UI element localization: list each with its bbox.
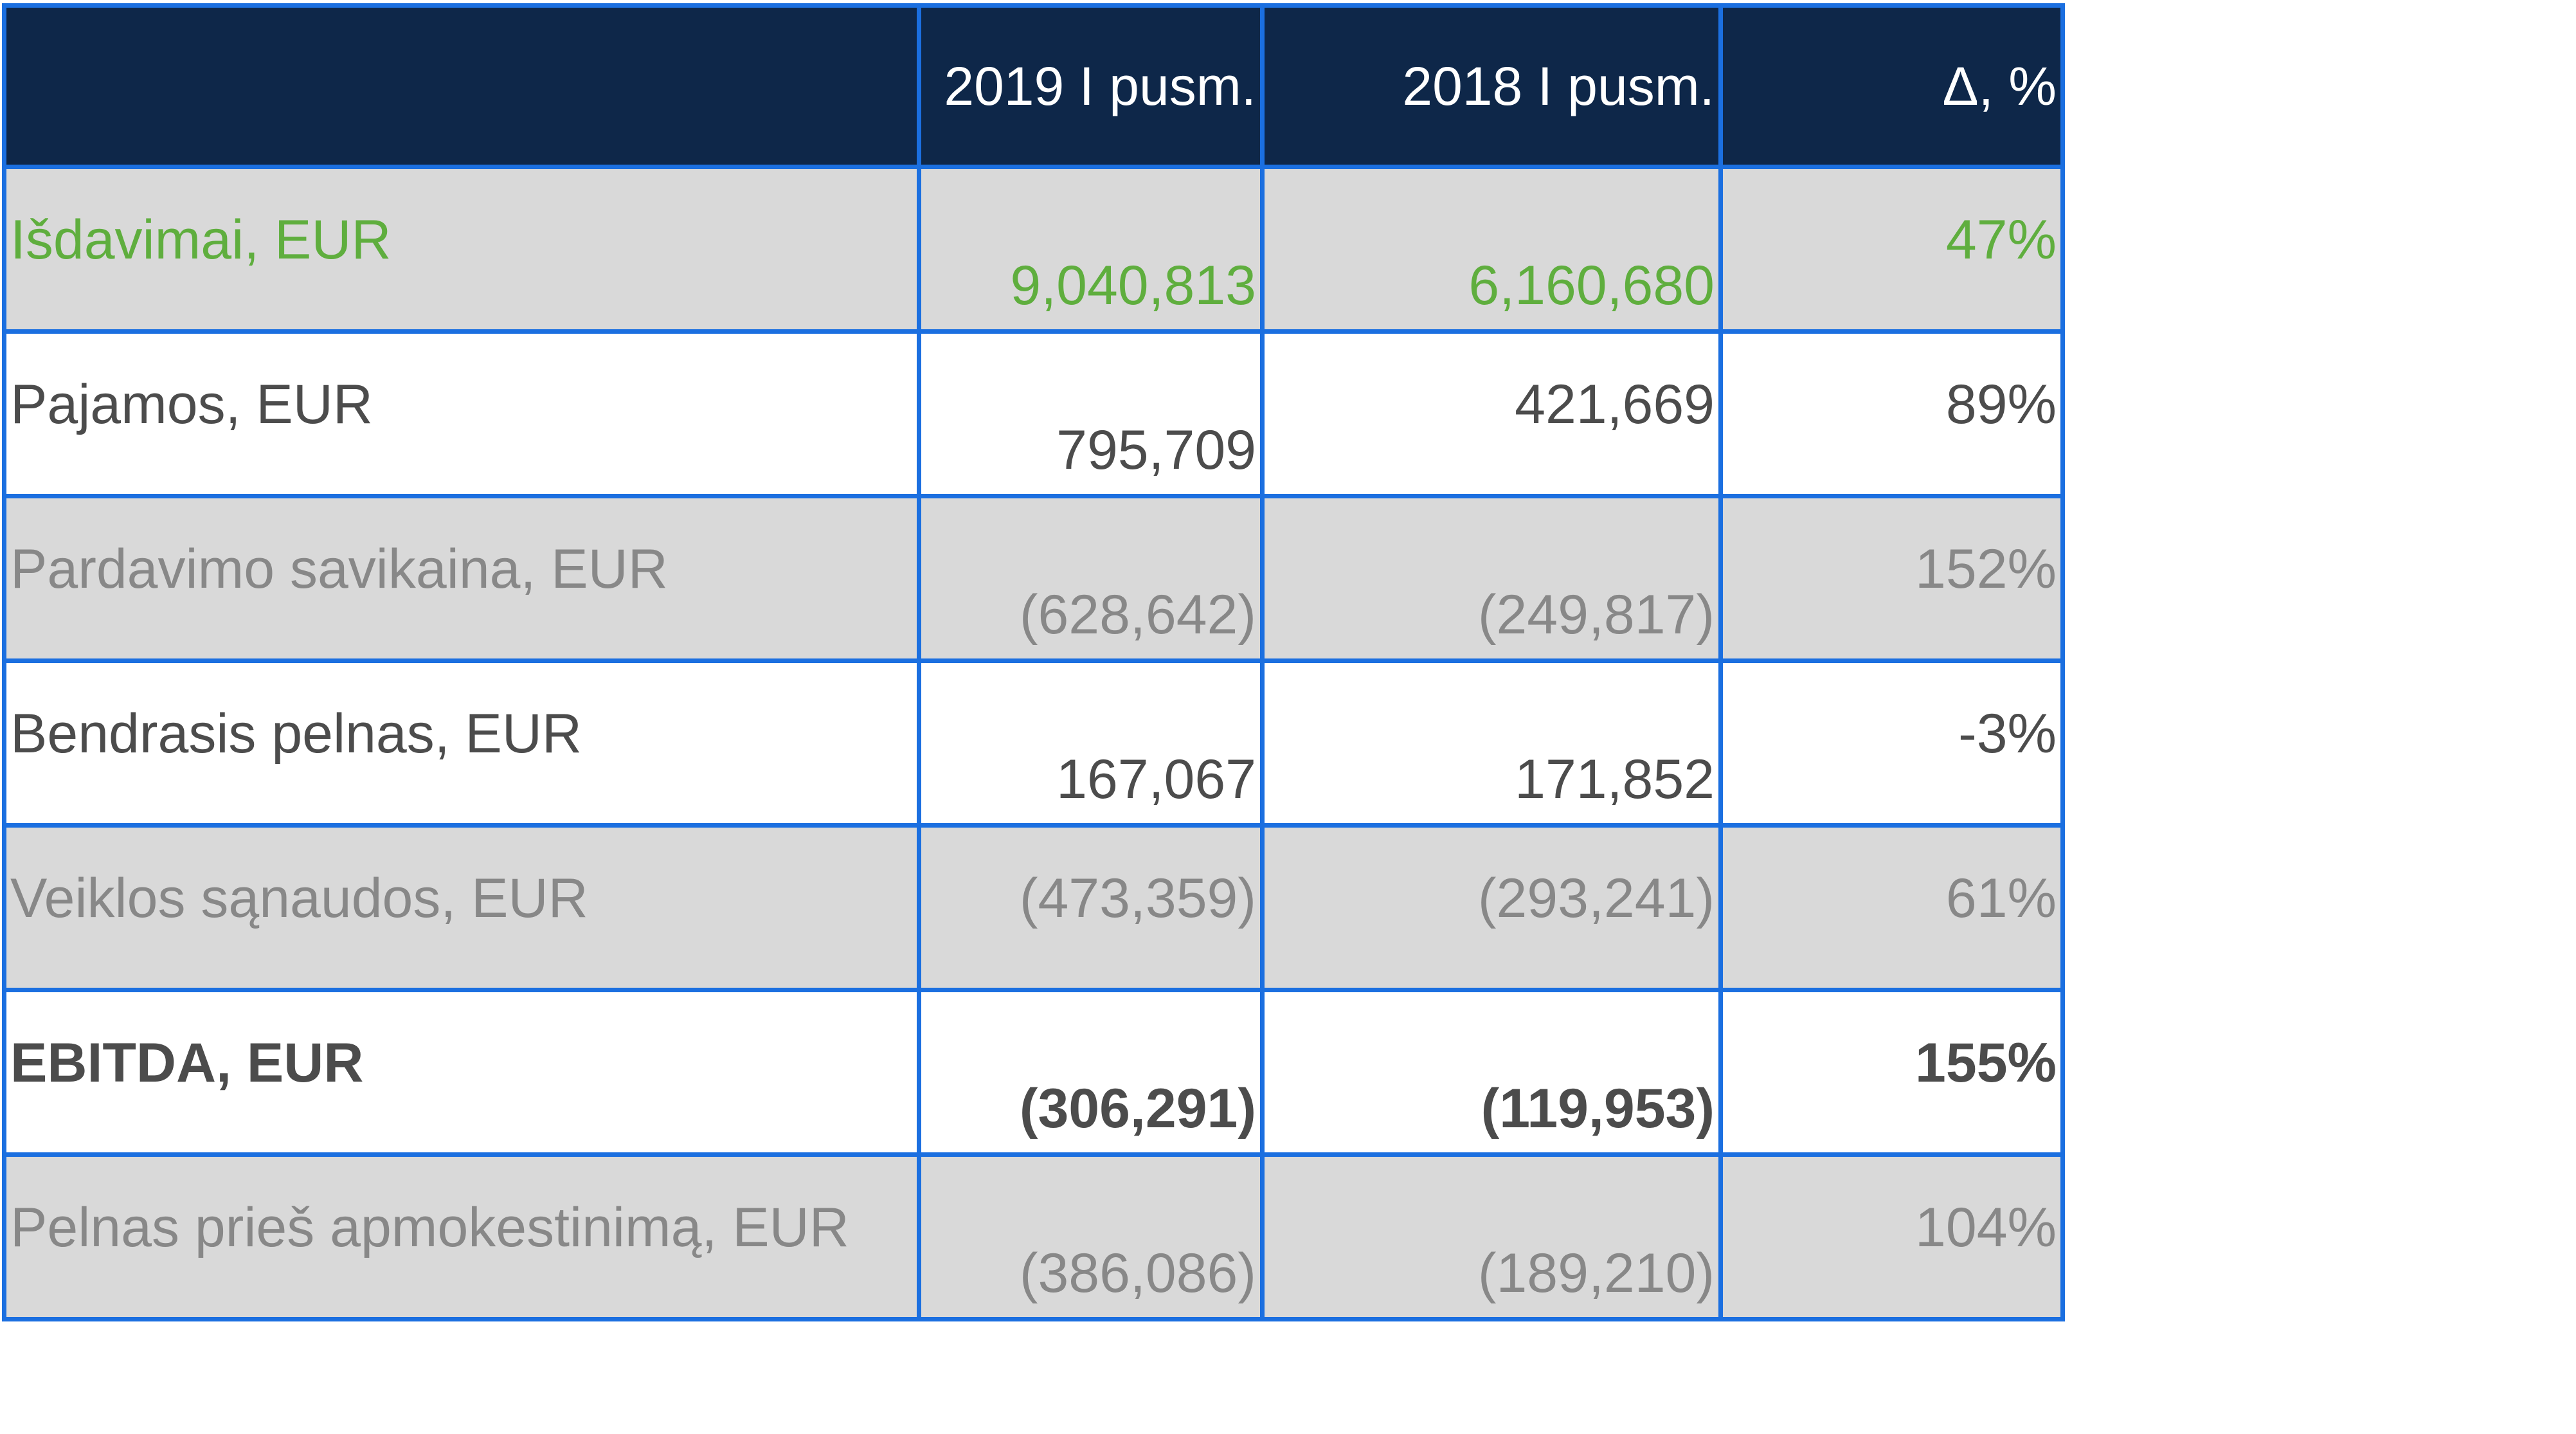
table-row: EBITDA, EUR (306,291) (119,953) 155%	[2, 988, 2065, 1157]
value-2018: 421,669	[1260, 329, 1723, 498]
value-delta: 89%	[1718, 329, 2065, 498]
table-row: Veiklos sąnaudos, EUR (473,359) (293,241…	[2, 823, 2065, 992]
row-label: Veiklos sąnaudos, EUR	[2, 823, 921, 992]
value-2018: 6,160,680	[1260, 165, 1723, 334]
value-delta: -3%	[1718, 658, 2065, 828]
table-row: Pardavimo savikaina, EUR (628,642) (249,…	[2, 494, 2065, 663]
value-delta: 104%	[1718, 1152, 2065, 1321]
table-row: Pelnas prieš apmokestinimą, EUR (386,086…	[2, 1152, 2065, 1321]
header-cell-delta: Δ, %	[1718, 3, 2065, 169]
header-cell-2018: 2018 I pusm.	[1260, 3, 1723, 169]
value-2019: 167,067	[917, 658, 1265, 828]
value-2019: (386,086)	[917, 1152, 1265, 1321]
value-delta: 152%	[1718, 494, 2065, 663]
row-label: EBITDA, EUR	[2, 988, 921, 1157]
row-label: Pardavimo savikaina, EUR	[2, 494, 921, 663]
value-2019: 795,709	[917, 329, 1265, 498]
value-delta: 155%	[1718, 988, 2065, 1157]
value-2019: 9,040,813	[917, 165, 1265, 334]
value-2018: 171,852	[1260, 658, 1723, 828]
row-label: Pajamos, EUR	[2, 329, 921, 498]
value-delta: 61%	[1718, 823, 2065, 992]
table-row: Pajamos, EUR 795,709 421,669 89%	[2, 329, 2065, 498]
value-2019: (628,642)	[917, 494, 1265, 663]
table-row: Išdavimai, EUR 9,040,813 6,160,680 47%	[2, 165, 2065, 334]
header-cell-label	[2, 3, 921, 169]
value-2018: (249,817)	[1260, 494, 1723, 663]
value-delta: 47%	[1718, 165, 2065, 334]
table-row: Bendrasis pelnas, EUR 167,067 171,852 -3…	[2, 658, 2065, 828]
header-row: 2019 I pusm. 2018 I pusm. Δ, %	[2, 3, 2065, 169]
row-label: Bendrasis pelnas, EUR	[2, 658, 921, 828]
financial-table: 2019 I pusm. 2018 I pusm. Δ, % Išdavimai…	[2, 3, 2065, 1321]
value-2018: (189,210)	[1260, 1152, 1723, 1321]
header-cell-2019: 2019 I pusm.	[917, 3, 1265, 169]
value-2019: (306,291)	[917, 988, 1265, 1157]
row-label: Pelnas prieš apmokestinimą, EUR	[2, 1152, 921, 1321]
row-label: Išdavimai, EUR	[2, 165, 921, 334]
value-2018: (293,241)	[1260, 823, 1723, 992]
value-2019: (473,359)	[917, 823, 1265, 992]
value-2018: (119,953)	[1260, 988, 1723, 1157]
